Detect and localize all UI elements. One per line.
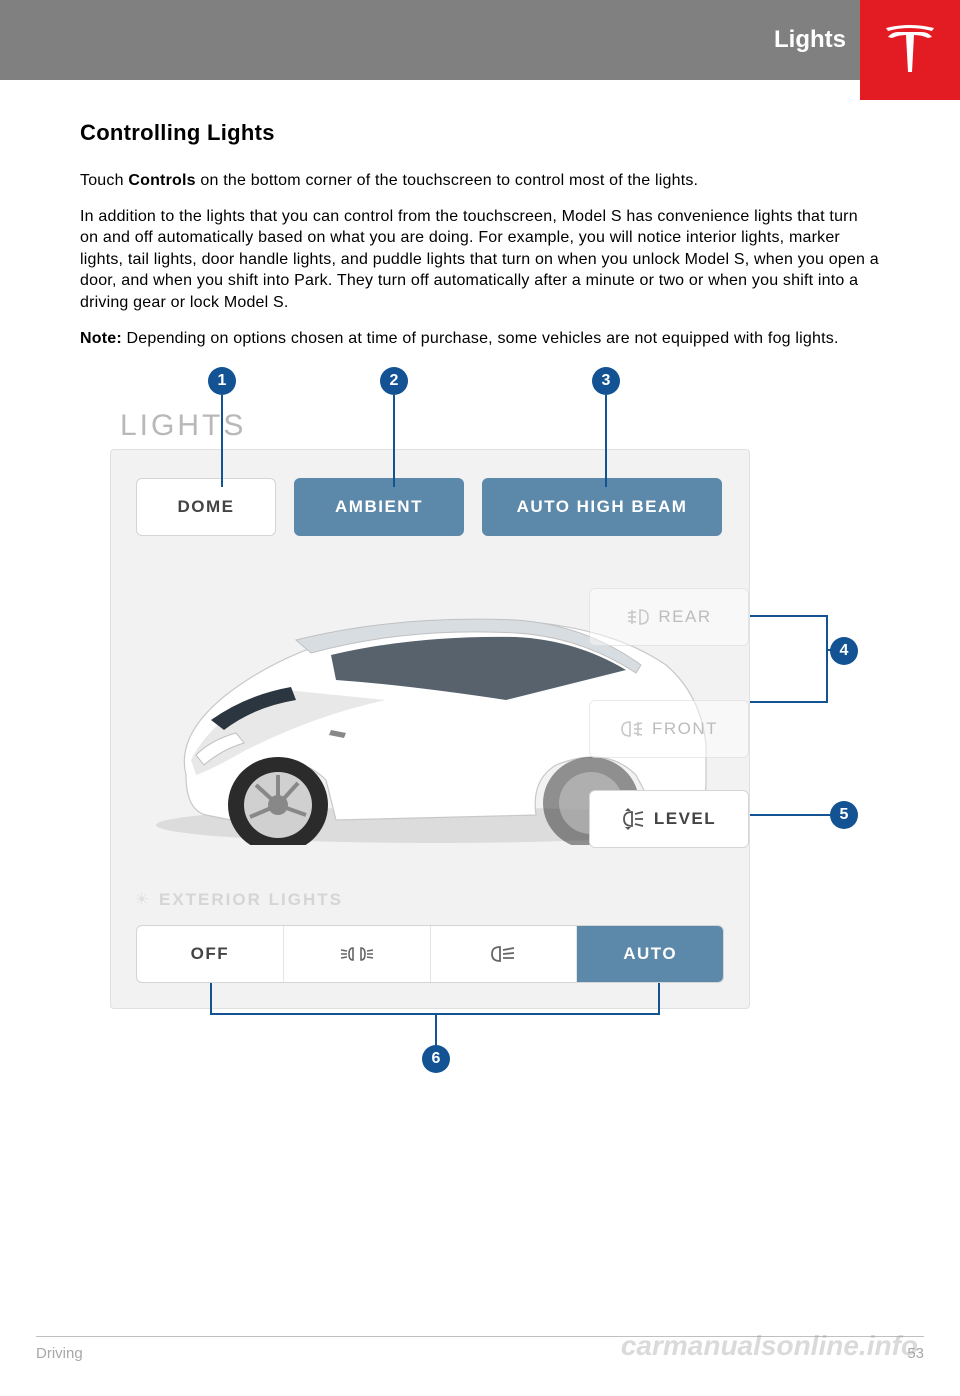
note-paragraph: Note: Depending on options chosen at tim…	[80, 328, 880, 350]
footer-section: Driving	[36, 1345, 83, 1362]
para1-suffix: on the bottom corner of the touchscreen …	[196, 172, 698, 189]
parking-lights-icon	[339, 944, 375, 964]
watermark: carmanualsonline.info	[621, 1330, 918, 1362]
ext-auto-button[interactable]: AUTO	[577, 926, 723, 982]
lead-6a	[435, 1015, 437, 1047]
lead-1	[221, 395, 223, 487]
marker-3: 3	[592, 367, 620, 395]
low-beam-icon	[488, 944, 518, 964]
fog-front-button[interactable]: FRONT	[589, 700, 749, 758]
ext-parking-button[interactable]	[284, 926, 431, 982]
section-heading: Controlling Lights	[80, 120, 880, 146]
lead-6c	[210, 983, 212, 1015]
level-button[interactable]: LEVEL	[589, 790, 749, 848]
lights-panel: DOME AMBIENT AUTO HIGH BEAM	[110, 449, 750, 1009]
note-text: Depending on options chosen at time of p…	[127, 330, 839, 347]
intro-paragraph-1: Touch Controls on the bottom corner of t…	[80, 170, 880, 192]
fog-rear-icon	[626, 608, 650, 626]
ext-lowbeam-button[interactable]	[431, 926, 578, 982]
lights-diagram: 1 2 3 4 5 6 LIGHTS DOME AMBIENT AUTO HIG…	[90, 367, 870, 1087]
marker-2: 2	[380, 367, 408, 395]
content-area: Controlling Lights Touch Controls on the…	[0, 80, 960, 1087]
fog-front-icon	[620, 720, 644, 738]
header-title: Lights	[774, 26, 846, 54]
lead-5	[750, 814, 832, 816]
fog-front-label: FRONT	[652, 719, 718, 739]
exterior-lights-row: OFF	[136, 925, 724, 983]
marker-4: 4	[830, 637, 858, 665]
lead-3	[605, 395, 607, 487]
para1-prefix: Touch	[80, 172, 128, 189]
marker-5: 5	[830, 801, 858, 829]
para1-bold: Controls	[128, 172, 195, 189]
dome-button[interactable]: DOME	[136, 478, 276, 536]
lead-4b	[826, 615, 828, 703]
panel-title: LIGHTS	[120, 409, 246, 443]
lead-4c	[750, 701, 828, 703]
exterior-lights-label: EXTERIOR LIGHTS	[159, 890, 343, 910]
level-label: LEVEL	[654, 809, 716, 829]
intro-paragraph-2: In addition to the lights that you can c…	[80, 206, 880, 314]
marker-6: 6	[422, 1045, 450, 1073]
fog-rear-label: REAR	[658, 607, 711, 627]
page-header: Lights	[0, 0, 960, 80]
ext-off-button[interactable]: OFF	[137, 926, 284, 982]
tesla-logo-icon	[878, 18, 942, 82]
auto-high-beam-button[interactable]: AUTO HIGH BEAM	[482, 478, 722, 536]
lead-4a	[750, 615, 828, 617]
brightness-icon: ☀	[134, 890, 149, 910]
marker-1: 1	[208, 367, 236, 395]
note-label: Note:	[80, 330, 127, 347]
lead-6b	[210, 1013, 660, 1015]
fog-rear-button[interactable]: REAR	[589, 588, 749, 646]
lead-2	[393, 395, 395, 487]
tesla-logo-box	[860, 0, 960, 100]
top-button-row: DOME AMBIENT AUTO HIGH BEAM	[136, 478, 724, 536]
ambient-button[interactable]: AMBIENT	[294, 478, 464, 536]
lead-6d	[658, 983, 660, 1015]
level-icon	[622, 808, 646, 830]
